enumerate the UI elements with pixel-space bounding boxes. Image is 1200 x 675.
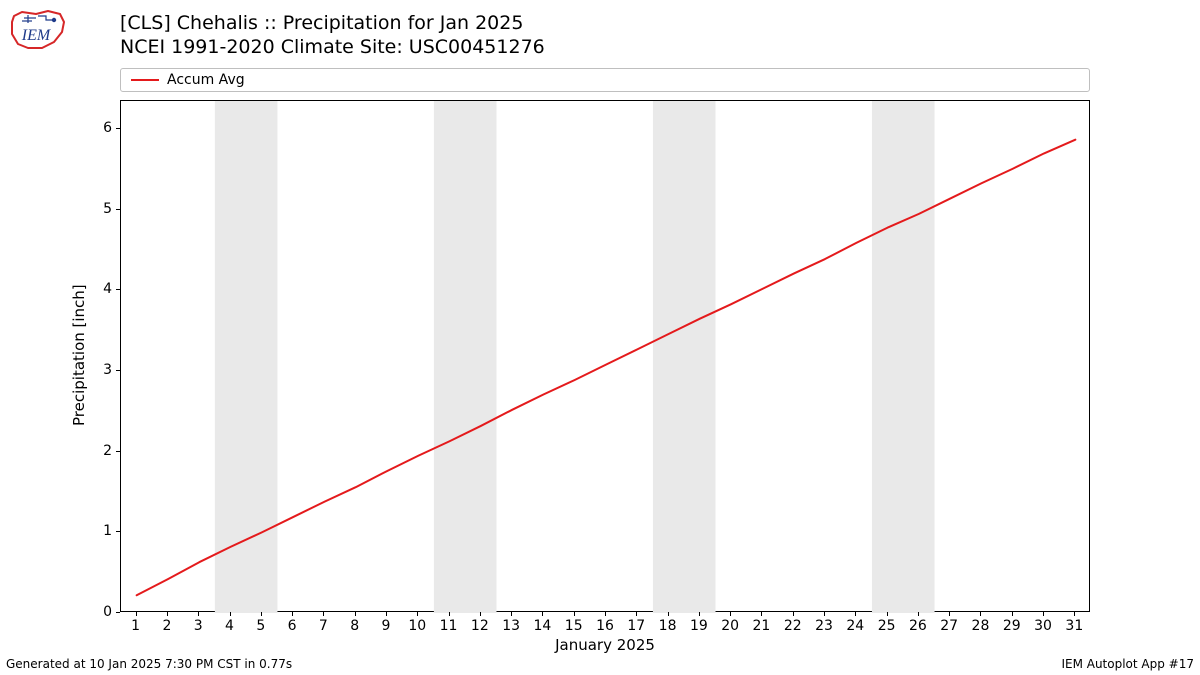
plot-svg [121,101,1091,613]
y-tick-label: 2 [86,443,112,459]
x-tick-label: 6 [288,618,297,634]
x-tick [511,612,512,616]
legend-label: Accum Avg [167,72,245,88]
x-tick [761,612,762,616]
x-tick [699,612,700,616]
x-tick [980,612,981,616]
x-tick [386,612,387,616]
y-tick-label: 4 [86,281,112,297]
x-tick-label: 18 [659,618,677,634]
y-tick-label: 0 [86,604,112,620]
x-tick [793,612,794,616]
footer-appid: IEM Autoplot App #17 [1061,657,1194,671]
x-tick-label: 27 [940,618,958,634]
x-tick-label: 2 [162,618,171,634]
x-tick [480,612,481,616]
x-tick-label: 30 [1034,618,1052,634]
x-tick [730,612,731,616]
x-tick [824,612,825,616]
x-tick-label: 13 [502,618,520,634]
x-tick-label: 31 [1065,618,1083,634]
x-tick-label: 8 [350,618,359,634]
y-tick [116,289,120,290]
x-tick-label: 20 [721,618,739,634]
x-tick-label: 25 [878,618,896,634]
x-tick [855,612,856,616]
chart-title-block: [CLS] Chehalis :: Precipitation for Jan … [120,12,545,60]
x-tick-label: 26 [909,618,927,634]
x-tick-label: 11 [440,618,458,634]
y-tick [116,612,120,613]
x-tick [230,612,231,616]
x-tick-label: 23 [815,618,833,634]
x-tick [198,612,199,616]
x-tick [949,612,950,616]
x-tick-label: 29 [1003,618,1021,634]
x-tick [605,612,606,616]
x-axis-label: January 2025 [555,636,655,654]
x-tick-label: 3 [194,618,203,634]
x-tick [542,612,543,616]
y-tick [116,370,120,371]
x-tick-label: 24 [846,618,864,634]
x-tick [668,612,669,616]
x-tick [1043,612,1044,616]
x-tick [355,612,356,616]
iem-logo: IEM [8,8,68,52]
y-tick [116,209,120,210]
x-tick-label: 28 [972,618,990,634]
x-tick-label: 7 [319,618,328,634]
y-tick-label: 6 [86,120,112,136]
x-tick [636,612,637,616]
plot-area [120,100,1090,612]
y-tick [116,128,120,129]
x-tick-label: 14 [533,618,551,634]
logo-text: IEM [21,27,52,44]
x-tick-label: 1 [131,618,140,634]
y-tick-label: 3 [86,362,112,378]
x-tick [1074,612,1075,616]
y-tick [116,451,120,452]
x-tick [449,612,450,616]
y-tick-label: 1 [86,523,112,539]
x-tick-label: 21 [753,618,771,634]
chart-title-line2: NCEI 1991-2020 Climate Site: USC00451276 [120,36,545,60]
x-tick-label: 15 [565,618,583,634]
x-tick [261,612,262,616]
y-axis-label: Precipitation [inch] [70,284,88,426]
y-tick [116,531,120,532]
x-tick [918,612,919,616]
x-tick [323,612,324,616]
x-tick-label: 4 [225,618,234,634]
x-tick [292,612,293,616]
x-tick [887,612,888,616]
y-tick-label: 5 [86,201,112,217]
x-tick [1012,612,1013,616]
x-tick-label: 12 [471,618,489,634]
x-tick [136,612,137,616]
x-tick [417,612,418,616]
x-tick-label: 10 [408,618,426,634]
legend-swatch-icon [131,79,159,81]
chart-title-line1: [CLS] Chehalis :: Precipitation for Jan … [120,12,545,36]
x-tick-label: 16 [596,618,614,634]
x-tick-label: 17 [627,618,645,634]
x-tick-label: 22 [784,618,802,634]
x-tick-label: 5 [256,618,265,634]
chart-legend: Accum Avg [120,68,1090,92]
footer-generated: Generated at 10 Jan 2025 7:30 PM CST in … [6,657,292,671]
x-tick [167,612,168,616]
x-tick [574,612,575,616]
x-tick-label: 9 [381,618,390,634]
x-tick-label: 19 [690,618,708,634]
